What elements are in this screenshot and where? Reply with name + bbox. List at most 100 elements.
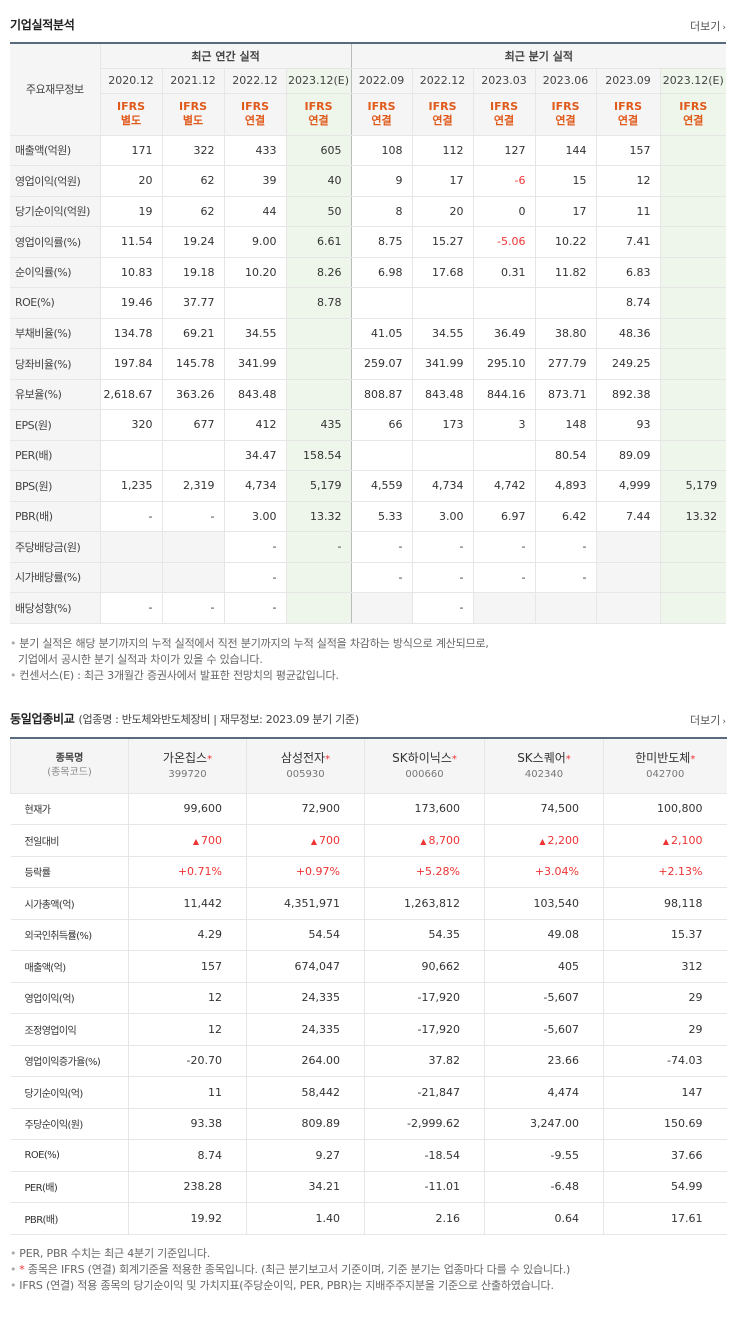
table-cell: 6.97 [472,501,536,532]
table-cell: 15.27 [411,226,474,258]
section2-notes: • PER, PBR 수치는 최근 4분기 기준입니다. • * 종목은 IFRS … [10,1246,570,1294]
table-cell: 54.99 [603,1171,727,1203]
table-cell: 147 [603,1076,727,1109]
company-header[interactable]: 한미반도체* 042700 [603,738,727,794]
standard-type: IFRS [428,100,457,113]
row-label: 영업이익(억) [10,982,129,1014]
table-cell: 843.48 [223,379,286,410]
table-row: PBR(배) 19.92 1.40 2.16 0.64 17.61 [10,1202,727,1235]
change-value: 2,200 [547,833,580,847]
table-cell: 54.54 [246,919,365,951]
table-cell: 11 [128,1076,247,1109]
period-header: 2022.12 [223,68,286,94]
company-name[interactable]: 한미반도체 [635,751,691,766]
table-cell: +2.13% [603,856,727,888]
table-cell [99,531,162,563]
table-cell: 134.78 [99,317,162,349]
table-cell: 605 [285,135,352,166]
group-quarter: 최근 분기 실적 [350,43,727,69]
table-cell: 4,474 [484,1076,604,1109]
table-row: BPS(원) 1,235 2,319 4,734 5,179 4,559 4,734 4,74… [10,470,727,502]
table-row: PER(배) 238.28 34.21 -11.01 -6.48 54.99 [10,1171,727,1203]
table-cell: 341.99 [223,348,286,380]
note-text: 컨센서스(E) : 최근 3개월간 증권사에서 발표한 전망치의 평균값입니다. [19,669,339,682]
table-cell: -5.06 [472,226,536,258]
company-header[interactable]: 삼성전자* 005930 [246,738,365,794]
accounting-standard: IFRS 연결 [285,93,352,136]
table-cell: 259.07 [350,348,413,380]
table-cell: 23.66 [484,1045,604,1077]
table-row: PER(배) 34.47 158.54 80.54 89.09 [10,440,727,471]
period-header: 2023.09 [595,68,661,94]
company-header[interactable]: SK하이닉스* 000660 [364,738,485,794]
table-row: 유보율(%) 2,618.67 363.26 843.48 808.87 843.48 84… [10,379,727,410]
table-row: 시가총액(억) 11,442 4,351,971 1,263,812 103,540 98… [10,887,727,920]
table-cell [595,592,661,624]
table-cell: 1.40 [246,1202,365,1235]
standard-scope: 연결 [432,114,453,127]
table-cell: 112 [411,135,474,166]
standard-type: IFRS [490,100,519,113]
table-cell: ▲ 700 [246,824,365,857]
table-cell: 5,179 [659,470,727,502]
table-cell: 674,047 [246,950,365,983]
table-cell [659,226,727,258]
table-cell: 8.78 [285,287,352,319]
table-cell: 2,618.67 [99,379,162,410]
company-header[interactable]: 가온칩스* 399720 [128,738,247,794]
company-name[interactable]: 삼성전자 [280,751,326,766]
table-cell [595,531,661,563]
up-arrow-icon: ▲ [192,836,199,846]
table-cell [659,165,727,197]
table-row: 영업이익(억) 12 24,335 -17,920 -5,607 29 [10,982,727,1014]
row-label: PER(배) [10,440,100,471]
period-header: 2023.03 [472,68,536,94]
section2-more-link[interactable]: 더보기 › [690,712,726,728]
table-cell: 9 [350,165,413,197]
section1-more-link[interactable]: 더보기 › [690,18,726,34]
asterisk-icon: * [19,1263,25,1276]
row-label: 유보율(%) [10,379,100,410]
table-cell: 4,734 [411,470,474,502]
company-name[interactable]: 가온칩스 [162,751,208,766]
company-header[interactable]: SK스퀘어* 402340 [484,738,604,794]
table-cell: 72,900 [246,793,365,825]
table-row: 매출액(억) 157 674,047 90,662 405 312 [10,950,727,983]
table-cell: 6.83 [595,257,661,288]
table-cell: 5.33 [350,501,413,532]
table-cell: 12 [128,982,247,1014]
standard-scope: 연결 [308,114,329,127]
table-cell: 13.32 [659,501,727,532]
table-cell: 62 [161,165,224,197]
table-cell [534,592,597,624]
table-cell: 34.47 [223,440,286,471]
company-name[interactable]: SK하이닉스 [392,751,452,766]
table-row: 당기순이익(억) 11 58,442 -21,847 4,474 147 [10,1076,727,1109]
table-cell [472,592,536,624]
table-cell: 69.21 [161,317,224,349]
table-cell [659,287,727,319]
table-cell: 320 [99,409,162,441]
company-name[interactable]: SK스퀘어 [517,751,566,766]
table-cell: 19.18 [161,257,224,288]
table-cell: 1,263,812 [364,887,485,920]
table-row: 영업이익률(%) 11.54 19.24 9.00 6.61 8.75 15.27 -5.06… [10,226,727,258]
table-row: 순이익률(%) 10.83 19.18 10.20 8.26 6.98 17.68 0.31 1… [10,257,727,288]
period-header: 2021.12 [161,68,224,94]
row-label: EPS(원) [10,409,100,441]
table-cell [659,440,727,471]
table-cell: 0.64 [484,1202,604,1235]
table-cell: 322 [161,135,224,166]
table-cell: 173 [411,409,474,441]
company-name-line: 삼성전자* [248,750,365,768]
table-cell: 127 [472,135,536,166]
table-cell: 37.82 [364,1045,485,1077]
row-label: 전일대비 [10,824,129,857]
table-cell: 808.87 [350,379,413,410]
table-cell [659,135,727,166]
table-cell: +0.71% [128,856,247,888]
table-cell: 74,500 [484,793,604,825]
table-cell: - [472,562,536,593]
standard-scope: 별도 [120,114,142,127]
standard-scope: 연결 [617,114,639,127]
